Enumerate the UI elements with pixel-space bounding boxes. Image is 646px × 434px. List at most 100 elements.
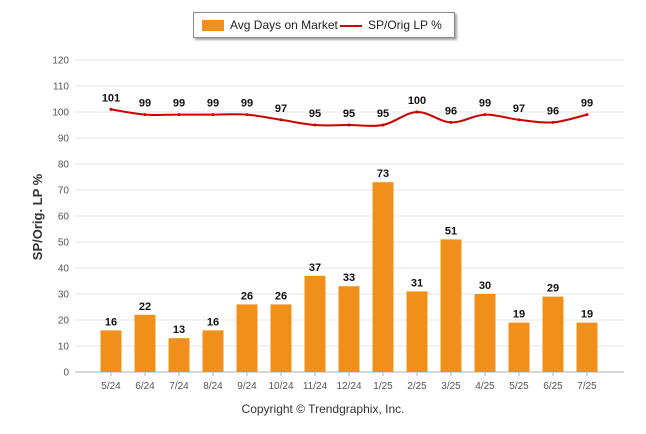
line-data-label: 97 xyxy=(275,103,287,115)
line-point xyxy=(279,118,283,122)
y-tick-label: 30 xyxy=(58,290,70,301)
line-point xyxy=(143,113,147,117)
y-tick-label: 70 xyxy=(58,186,70,197)
bar xyxy=(270,304,292,372)
line-data-label: 99 xyxy=(139,98,151,110)
bar-data-label: 16 xyxy=(207,316,219,328)
x-tick-label: 10/24 xyxy=(268,381,293,392)
bar xyxy=(236,304,258,372)
line-point xyxy=(585,113,589,117)
bar-data-label: 30 xyxy=(479,280,491,292)
y-tick-label: 90 xyxy=(58,134,70,145)
grid xyxy=(75,59,624,373)
bar-data-label: 22 xyxy=(139,301,151,313)
bar xyxy=(168,338,190,372)
bar xyxy=(440,239,462,372)
x-tick-label: 8/24 xyxy=(203,381,223,392)
line-point xyxy=(109,107,113,111)
bar xyxy=(508,322,530,372)
line-point xyxy=(449,120,453,124)
y-tick-label: 120 xyxy=(52,56,69,67)
line-point xyxy=(517,118,521,122)
x-tick-label: 7/25 xyxy=(577,381,597,392)
bar xyxy=(304,275,326,372)
copyright-text: Copyright © Trendgraphix, Inc. xyxy=(241,402,405,416)
line-point xyxy=(483,113,487,117)
line-point xyxy=(551,120,555,124)
y-tick-label: 80 xyxy=(58,160,70,171)
line-data-label: 99 xyxy=(207,98,219,110)
x-tick-label: 5/24 xyxy=(101,381,121,392)
x-tick-label: 7/24 xyxy=(169,381,189,392)
x-tick-label: 9/24 xyxy=(237,381,257,392)
y-tick-label: 10 xyxy=(58,342,70,353)
y-tick-label: 40 xyxy=(58,264,70,275)
line-data-label: 100 xyxy=(408,95,426,107)
bar-data-label: 29 xyxy=(547,283,559,295)
legend-line-label: SP/Orig LP % xyxy=(368,18,442,32)
legend: Avg Days on Market SP/Orig LP % xyxy=(193,12,455,38)
line-data-label: 95 xyxy=(309,108,321,120)
line-data-label: 97 xyxy=(513,103,525,115)
y-tick-label: 110 xyxy=(53,82,69,93)
legend-line-swatch xyxy=(340,25,362,27)
line-data-label: 95 xyxy=(377,108,389,120)
line-data-label: 96 xyxy=(547,105,559,117)
bar xyxy=(474,294,496,372)
y-tick-label: 60 xyxy=(58,212,70,223)
line-point xyxy=(381,123,385,127)
y-axis-title: SP/Orig. LP % xyxy=(30,173,45,260)
x-tick-label: 3/25 xyxy=(441,381,461,392)
legend-bar-swatch xyxy=(202,20,224,31)
bar xyxy=(406,291,428,372)
line-point xyxy=(313,123,317,127)
line-point xyxy=(415,110,419,114)
bar-data-label: 31 xyxy=(411,277,423,289)
bar-data-label: 19 xyxy=(581,309,593,321)
x-axis-ticks: 5/24 6/24 7/24 8/24 9/24 10/24 11/24 12/24 1/25 2… xyxy=(101,372,597,392)
line-data-label: 99 xyxy=(241,98,253,110)
x-tick-label: 2/25 xyxy=(407,381,427,392)
line-point xyxy=(211,113,215,117)
bar-data-label: 16 xyxy=(105,316,117,328)
line-point xyxy=(177,113,181,117)
x-tick-label: 6/24 xyxy=(135,381,155,392)
y-tick-label: 100 xyxy=(52,108,69,119)
x-tick-label: 4/25 xyxy=(475,381,495,392)
bar-data-label: 33 xyxy=(343,272,355,284)
bar xyxy=(134,314,156,372)
y-tick-label: 20 xyxy=(58,316,70,327)
bar xyxy=(338,286,360,372)
bar-data-label: 73 xyxy=(377,168,389,180)
line-series xyxy=(109,107,589,127)
line-data-label: 101 xyxy=(102,92,120,104)
bar xyxy=(372,182,394,372)
x-tick-label: 1/25 xyxy=(373,381,393,392)
bar xyxy=(202,330,224,372)
line-data-label: 99 xyxy=(173,98,185,110)
line-data-label: 99 xyxy=(479,98,491,110)
bar-data-label: 26 xyxy=(241,290,253,302)
bar xyxy=(542,296,564,372)
bars xyxy=(100,182,598,372)
line-data-label: 99 xyxy=(581,98,593,110)
legend-bar-label: Avg Days on Market xyxy=(230,18,338,32)
bar-data-labels: 16 22 13 16 26 26 37 33 73 31 51 30 19 29 19 xyxy=(105,168,593,336)
line-data-label: 96 xyxy=(445,105,457,117)
bar xyxy=(576,322,598,372)
line-data-label: 95 xyxy=(343,108,355,120)
bar-data-label: 37 xyxy=(309,262,321,274)
bar-data-label: 13 xyxy=(173,324,185,336)
y-axis-ticks: 0 10 20 30 40 50 60 70 80 90 100 110 120 xyxy=(52,56,69,379)
bar xyxy=(100,330,122,372)
x-tick-label: 6/25 xyxy=(543,381,563,392)
bar-data-label: 19 xyxy=(513,309,525,321)
bar-data-label: 26 xyxy=(275,290,287,302)
x-tick-label: 11/24 xyxy=(303,381,328,392)
x-tick-label: 5/25 xyxy=(509,381,529,392)
x-tick-label: 12/24 xyxy=(336,381,361,392)
line-point xyxy=(347,123,351,127)
line-data-labels: 101 99 99 99 99 97 95 95 95 100 96 99 97 96 99 xyxy=(102,92,593,120)
y-tick-label: 50 xyxy=(58,238,70,249)
